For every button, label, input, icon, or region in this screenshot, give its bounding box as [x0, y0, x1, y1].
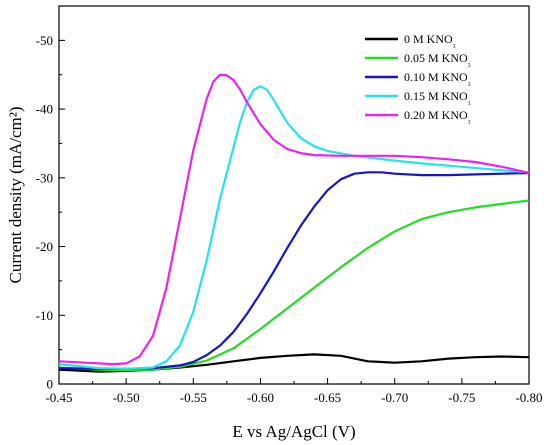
legend-label: 0.10 M KNO₃ [404, 70, 471, 86]
y-tick-label: -30 [36, 170, 53, 185]
y-tick-label: -20 [36, 239, 53, 254]
series-lines [58, 73, 530, 373]
series-line-1 [58, 199, 530, 372]
y-axis-title: Current density (mA/cm²) [6, 107, 25, 284]
y-tick-label: -50 [36, 33, 53, 48]
y-tick-label: -10 [36, 308, 53, 323]
legend-label: 0.20 M KNO₃ [404, 108, 471, 124]
series-line-2 [58, 171, 530, 370]
x-tick-label: -0.65 [314, 390, 341, 405]
x-tick-label: -0.55 [180, 390, 207, 405]
x-tick-label: -0.80 [515, 390, 542, 405]
legend-subscript: ₃ [453, 38, 456, 48]
y-axis-ticks: 0 -10 -20 -30 -40 -50 [36, 33, 65, 392]
y-tick-label: -40 [36, 102, 53, 117]
series-line-4 [58, 73, 530, 366]
legend: 0 M KNO₃ 0.05 M KNO₃ 0.10 M KNO₃ 0.15 M KNO… [365, 32, 471, 124]
x-tick-label: -0.70 [381, 390, 408, 405]
x-tick-label: -0.75 [448, 390, 475, 405]
x-axis-title: E vs Ag/AgCl (V) [232, 422, 355, 441]
legend-label: 0.05 M KNO₃ [404, 51, 471, 67]
legend-subscript: ₃ [468, 95, 471, 105]
legend-subscript: ₃ [468, 57, 471, 67]
legend-label: 0.15 M KNO₃ [404, 89, 471, 105]
x-tick-label: -0.50 [113, 390, 140, 405]
y-tick-label: 0 [47, 377, 54, 392]
legend-subscript: ₃ [468, 114, 471, 124]
series-line-3 [58, 85, 530, 370]
legend-subscript: ₃ [468, 76, 471, 86]
x-tick-label: -0.45 [45, 390, 72, 405]
x-axis-ticks: -0.45 -0.50 -0.55 -0.60 -0.65 -0.70 -0.75 -0.80 [45, 378, 543, 405]
legend-label: 0 M KNO₃ [404, 32, 456, 48]
x-tick-label: -0.60 [247, 390, 274, 405]
